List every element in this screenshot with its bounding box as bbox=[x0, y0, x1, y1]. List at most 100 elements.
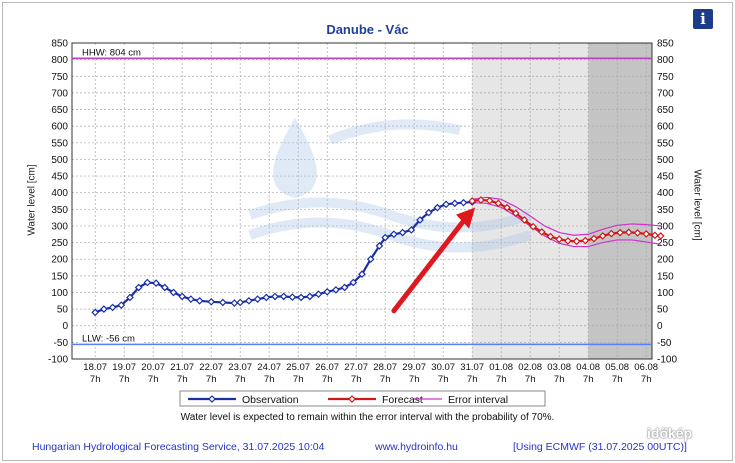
ovf-drop-shape bbox=[273, 118, 317, 198]
forecast-point bbox=[494, 199, 503, 208]
x-tick-date: 21.07 bbox=[170, 362, 194, 373]
legend-label: Observation bbox=[242, 394, 299, 406]
observation-point bbox=[349, 278, 358, 287]
y-tick-label-right: 800 bbox=[657, 55, 674, 66]
forecast-point bbox=[642, 230, 651, 238]
observation-point bbox=[126, 293, 134, 302]
x-tick-hour: 7h bbox=[90, 374, 101, 385]
observation-point bbox=[262, 293, 271, 302]
x-tick-date: 05.08 bbox=[605, 362, 629, 373]
legend-label: Forecast bbox=[382, 394, 423, 406]
x-tick-hour: 7h bbox=[525, 374, 536, 385]
reference-label: HHW: 804 cm bbox=[82, 47, 141, 58]
observation-point bbox=[143, 278, 152, 287]
forecast-point bbox=[485, 196, 494, 205]
observation-point bbox=[398, 228, 407, 237]
legend-item: Observation bbox=[188, 394, 299, 406]
footer-url[interactable]: www.hydroinfo.hu bbox=[375, 441, 458, 453]
y-tick-label-left: 0 bbox=[62, 321, 68, 332]
y-tick-label-left: 750 bbox=[51, 72, 68, 83]
y-tick-label-right: 650 bbox=[657, 105, 674, 116]
y-tick-label-left: 700 bbox=[51, 88, 68, 99]
x-tick-date: 18.07 bbox=[83, 362, 107, 373]
x-tick-hour: 7h bbox=[264, 374, 275, 385]
x-tick-hour: 7h bbox=[177, 374, 188, 385]
x-tick-hour: 7h bbox=[235, 374, 246, 385]
chart-title: Danube - Vác bbox=[326, 22, 409, 37]
forecast-point bbox=[520, 216, 529, 224]
observation-point bbox=[117, 301, 126, 309]
observation-point bbox=[416, 216, 424, 224]
y-tick-label-left: 450 bbox=[51, 172, 68, 183]
observation-point bbox=[218, 298, 227, 307]
observation-point bbox=[169, 288, 178, 297]
probability-note: Water level is expected to remain within… bbox=[180, 412, 555, 423]
y-tick-label-right: -50 bbox=[657, 338, 672, 349]
observation-point bbox=[375, 242, 384, 250]
x-tick-date: 30.07 bbox=[431, 362, 455, 373]
y-axis-label-left: Water level [cm] bbox=[26, 164, 38, 236]
y-tick-label-left: 100 bbox=[51, 288, 68, 299]
x-tick-hour: 7h bbox=[409, 374, 420, 385]
observation-point bbox=[424, 208, 433, 217]
y-tick-label-right: 0 bbox=[657, 321, 663, 332]
observation-point bbox=[245, 296, 253, 305]
x-tick-hour: 7h bbox=[380, 374, 391, 385]
observation-point bbox=[134, 283, 143, 292]
x-tick-hour: 7h bbox=[148, 374, 159, 385]
legend-marker bbox=[208, 395, 216, 403]
x-tick-date: 26.07 bbox=[315, 362, 339, 373]
watermark-logo: időkép bbox=[647, 425, 693, 441]
x-tick-hour: 7h bbox=[322, 374, 333, 385]
y-tick-label-right: 250 bbox=[657, 238, 674, 249]
y-tick-label-right: 850 bbox=[657, 39, 674, 50]
y-tick-label-left: 300 bbox=[51, 221, 68, 232]
forecast-point bbox=[564, 237, 572, 245]
x-tick-hour: 7h bbox=[293, 374, 304, 385]
y-tick-label-right: 600 bbox=[657, 122, 674, 133]
x-tick-hour: 7h bbox=[119, 374, 130, 385]
observation-point bbox=[178, 292, 187, 301]
observation-point bbox=[323, 287, 332, 296]
x-tick-date: 23.07 bbox=[228, 362, 252, 373]
forecast-point bbox=[555, 235, 564, 244]
x-tick-date: 31.07 bbox=[460, 362, 484, 373]
observation-point bbox=[381, 233, 390, 242]
observation-point bbox=[91, 308, 100, 317]
y-axis-label-right: Water level [cm] bbox=[691, 169, 703, 241]
info-icon[interactable]: i bbox=[693, 9, 713, 29]
annotation-arrow-shaft bbox=[391, 215, 469, 314]
reference-label: LLW: -56 cm bbox=[82, 333, 135, 344]
y-tick-label-right: 750 bbox=[657, 72, 674, 83]
observation-point bbox=[433, 203, 442, 212]
x-tick-hour: 7h bbox=[206, 374, 217, 385]
forecast-point bbox=[546, 232, 555, 241]
observation-point bbox=[253, 295, 262, 303]
x-tick-hour: 7h bbox=[554, 374, 565, 385]
observation-point bbox=[230, 299, 239, 307]
x-tick-hour: 7h bbox=[641, 374, 652, 385]
forecast-point bbox=[468, 197, 477, 205]
x-tick-hour: 7h bbox=[467, 374, 478, 385]
x-tick-date: 06.08 bbox=[634, 362, 658, 373]
x-tick-date: 29.07 bbox=[402, 362, 426, 373]
annotation-arrow-head bbox=[456, 207, 476, 229]
observation-point bbox=[442, 200, 450, 209]
observation-point bbox=[358, 270, 366, 279]
error-interval-line bbox=[472, 196, 661, 236]
y-tick-label-right: 700 bbox=[657, 88, 674, 99]
ovf-watermark bbox=[248, 118, 532, 253]
y-tick-label-left: 250 bbox=[51, 238, 68, 249]
observation-point bbox=[100, 305, 108, 313]
observation-point bbox=[236, 298, 245, 307]
forecast-point bbox=[633, 229, 642, 237]
x-tick-date: 01.08 bbox=[489, 362, 513, 373]
observation-point bbox=[195, 296, 204, 305]
observation-point bbox=[187, 295, 195, 303]
ovf-wave-shape bbox=[328, 119, 462, 145]
x-tick-hour: 7h bbox=[583, 374, 594, 385]
observation-point bbox=[207, 297, 216, 306]
footer-service: Hungarian Hydrological Forecasting Servi… bbox=[32, 441, 325, 453]
observation-point bbox=[108, 303, 117, 312]
